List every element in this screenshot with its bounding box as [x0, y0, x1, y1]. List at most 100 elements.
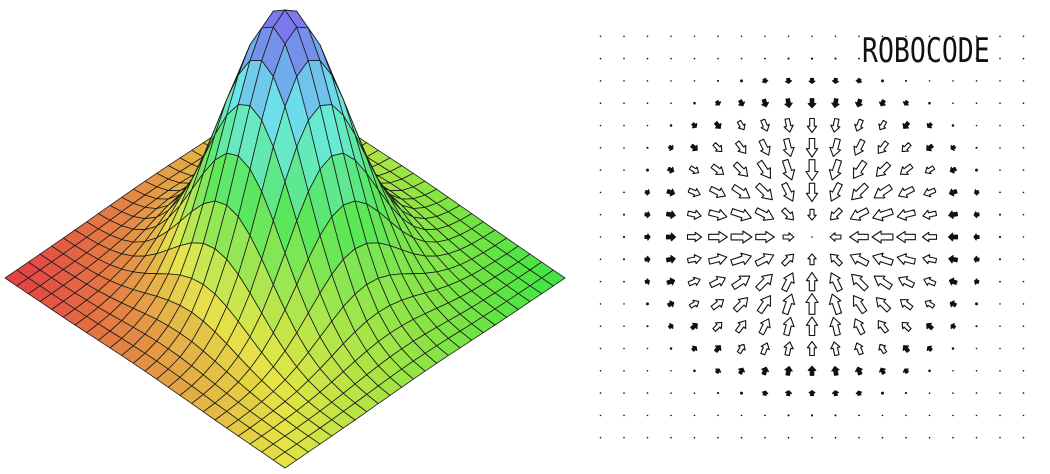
field-arrow [782, 232, 795, 242]
field-arrow [924, 299, 936, 309]
field-arrow [872, 208, 894, 222]
field-dot [693, 80, 696, 82]
field-arrow [736, 343, 746, 355]
field-arrow [829, 181, 843, 202]
field-arrow [686, 254, 702, 265]
field-dot [716, 79, 720, 82]
field-dot [740, 57, 743, 60]
field-dot [975, 102, 978, 104]
field-dot [952, 436, 954, 439]
field-dot [622, 258, 626, 261]
field-dot [999, 80, 1001, 82]
field-arrow [973, 255, 980, 263]
field-dot [1022, 236, 1025, 238]
field-arrow [947, 232, 959, 242]
field-arrow [902, 100, 909, 106]
field-dot [646, 102, 649, 104]
field-arrow [644, 233, 651, 241]
field-arrow [805, 159, 819, 182]
field-dot [646, 57, 649, 60]
field-dot [952, 57, 954, 60]
field-arrow [807, 98, 817, 109]
field-arrow [948, 277, 958, 286]
field-dot [764, 436, 766, 439]
field-arrow [878, 343, 888, 355]
field-dot [623, 35, 625, 38]
field-arrow [973, 189, 980, 196]
field-arrow [807, 253, 817, 266]
field-dot [599, 35, 602, 38]
field-dot [999, 102, 1001, 104]
field-arrow [805, 316, 819, 337]
field-dot [646, 168, 649, 172]
field-dot [693, 35, 696, 38]
field-arrow [849, 207, 870, 221]
field-arrow [808, 390, 816, 397]
field-arrow [781, 293, 796, 316]
field-dot [623, 414, 625, 417]
field-arrow [665, 210, 676, 219]
field-arrow [926, 122, 933, 129]
field-arrow [666, 277, 676, 286]
field-dot [787, 414, 790, 417]
field-arrow [873, 184, 893, 199]
field-dot [622, 235, 626, 239]
field-arrow [830, 341, 841, 357]
field-dot [646, 35, 649, 38]
field-arrow [761, 98, 770, 108]
field-dot [999, 280, 1001, 283]
field-dot [858, 436, 860, 439]
field-arrow [644, 189, 651, 196]
field-arrow [756, 159, 772, 179]
field-arrow [731, 184, 751, 199]
field-dot [787, 436, 790, 439]
field-arrow [690, 143, 698, 152]
field-arrow [761, 77, 769, 84]
field-arrow [878, 367, 886, 375]
field-dot [599, 124, 602, 127]
field-arrow [708, 253, 728, 265]
field-dot [999, 414, 1001, 417]
field-arrow [761, 390, 769, 397]
field-arrow [853, 318, 866, 336]
field-dot [999, 35, 1001, 38]
field-dot [858, 57, 860, 60]
field-dot [693, 414, 696, 417]
field-arrow [922, 254, 938, 265]
field-dot [599, 414, 602, 417]
field-dot [740, 414, 743, 417]
field-arrow [687, 187, 701, 198]
field-arrow [781, 272, 795, 293]
field-dot [623, 147, 625, 149]
field-dot [975, 302, 978, 306]
field-dot [1022, 57, 1025, 60]
field-dot [717, 436, 719, 439]
field-dot [646, 436, 649, 439]
field-arrow [712, 142, 723, 153]
field-dot [1022, 258, 1025, 261]
field-arrow [690, 322, 698, 331]
field-dot [999, 147, 1001, 149]
field-arrow [902, 345, 911, 353]
field-dot [905, 57, 907, 60]
field-dot [999, 169, 1001, 171]
field-arrow [760, 342, 770, 356]
field-dot [858, 35, 860, 38]
field-arrow [851, 182, 869, 201]
field-dot [717, 414, 719, 417]
field-dot [670, 414, 672, 417]
field-dot [952, 414, 954, 417]
field-arrow [973, 211, 980, 219]
field-dot [905, 436, 907, 439]
field-dot [928, 101, 931, 105]
field-arrow [730, 230, 753, 244]
field-dot [623, 392, 625, 394]
field-dot [670, 392, 672, 394]
field-dot [717, 35, 719, 38]
field-arrow [644, 255, 651, 263]
field-dot [904, 392, 908, 395]
field-dot [999, 325, 1001, 328]
field-dot [693, 369, 696, 373]
